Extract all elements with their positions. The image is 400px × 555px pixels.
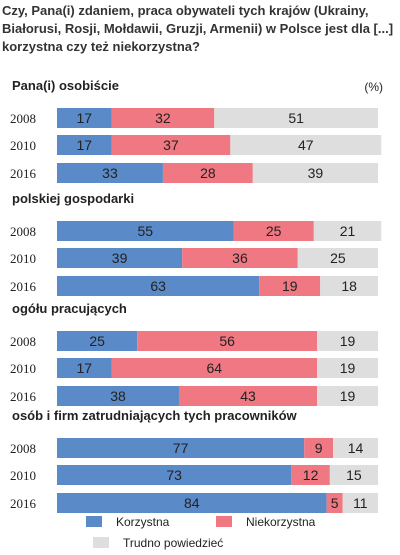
bar-segment-korzystna — [57, 331, 138, 351]
year-label: 2008 — [10, 224, 36, 239]
bar-value-label: 25 — [330, 250, 346, 266]
bar-value-label: 77 — [173, 440, 189, 456]
bar-segment-trudno — [313, 221, 382, 241]
legend-label-trudno: Trudno powiedzieć — [123, 536, 223, 550]
year-label: 2016 — [10, 279, 37, 294]
bar-segment-niekorzystna — [111, 108, 215, 128]
bar-segment-korzystna — [57, 221, 234, 241]
bar-segment-niekorzystna — [304, 438, 334, 458]
bar-segment-niekorzystna — [162, 163, 253, 183]
bar-value-label: 47 — [298, 137, 314, 153]
bar-value-label: 64 — [207, 360, 223, 376]
year-label: 2016 — [10, 496, 37, 511]
bar-segment-korzystna — [57, 358, 112, 378]
year-label: 2016 — [10, 166, 37, 181]
bar-value-label: 73 — [166, 467, 182, 483]
bar-segment-trudno — [320, 276, 378, 296]
bar-value-label: 43 — [240, 388, 256, 404]
bar-segment-trudno — [317, 358, 378, 378]
bar-value-label: 19 — [340, 360, 356, 376]
bar-segment-trudno — [230, 135, 382, 155]
year-label: 2010 — [10, 361, 36, 376]
bar-segment-niekorzystna — [326, 493, 343, 513]
bar-value-label: 12 — [303, 467, 319, 483]
bar-segment-korzystna — [57, 248, 183, 268]
bar-segment-korzystna — [57, 493, 327, 513]
bar-value-label: 63 — [150, 278, 166, 294]
legend-label-niekorzystna: Niekorzystna — [246, 515, 316, 529]
year-label: 2016 — [10, 389, 37, 404]
bar-segment-niekorzystna — [111, 358, 318, 378]
year-label: 2008 — [10, 334, 36, 349]
year-label: 2008 — [10, 441, 36, 456]
bar-value-label: 19 — [340, 388, 356, 404]
bar-segment-trudno — [317, 331, 378, 351]
bar-value-label: 17 — [76, 137, 92, 153]
bar-segment-niekorzystna — [291, 465, 330, 485]
year-label: 2010 — [10, 468, 36, 483]
bar-segment-korzystna — [57, 108, 112, 128]
bar-segment-niekorzystna — [137, 331, 318, 351]
bar-segment-niekorzystna — [259, 276, 321, 296]
bar-segment-korzystna — [57, 276, 260, 296]
bar-segment-niekorzystna — [178, 386, 318, 406]
bar-segment-niekorzystna — [182, 248, 298, 268]
bar-value-label: 14 — [348, 440, 364, 456]
bar-value-label: 37 — [163, 137, 179, 153]
bar-segment-trudno — [333, 438, 378, 458]
legend-swatch-trudno — [93, 537, 109, 548]
legend-swatch-niekorzystna — [216, 516, 232, 527]
bar-value-label: 19 — [282, 278, 298, 294]
bar-value-label: 56 — [219, 333, 235, 349]
bar-segment-korzystna — [57, 438, 305, 458]
bar-value-label: 84 — [184, 495, 200, 511]
bar-value-label: 38 — [110, 388, 126, 404]
bar-segment-korzystna — [57, 163, 163, 183]
bar-value-label: 51 — [288, 110, 304, 126]
legend-swatch-korzystna — [86, 516, 102, 527]
bar-value-label: 19 — [340, 333, 356, 349]
bar-value-label: 39 — [112, 250, 128, 266]
bar-value-label: 25 — [89, 333, 105, 349]
group-title: osób i firm zatrudniających tych pracown… — [12, 408, 298, 423]
bar-segment-korzystna — [57, 386, 179, 406]
bar-value-label: 39 — [308, 165, 324, 181]
bar-value-label: 32 — [155, 110, 171, 126]
bar-value-label: 17 — [76, 110, 92, 126]
bar-value-label: 9 — [315, 440, 323, 456]
bar-segment-trudno — [342, 493, 378, 513]
bar-value-label: 15 — [346, 467, 362, 483]
bar-value-label: 55 — [137, 223, 153, 239]
group-title: Pana(i) osobiście — [12, 78, 119, 93]
bar-value-label: 5 — [331, 495, 339, 511]
bar-segment-trudno — [214, 108, 378, 128]
legend-label-korzystna: Korzystna — [116, 515, 170, 529]
bar-segment-korzystna — [57, 135, 112, 155]
group-title: polskiej gospodarki — [12, 191, 134, 206]
bar-value-label: 25 — [266, 223, 282, 239]
bar-segment-trudno — [252, 163, 378, 183]
year-label: 2010 — [10, 251, 36, 266]
bar-segment-trudno — [317, 386, 378, 406]
bar-value-label: 21 — [340, 223, 356, 239]
year-label: 2010 — [10, 138, 36, 153]
bar-segment-niekorzystna — [233, 221, 314, 241]
unit-label: (%) — [364, 80, 383, 94]
group-title: ogółu pracujących — [12, 301, 127, 316]
bar-value-label: 18 — [341, 278, 357, 294]
bar-value-label: 36 — [232, 250, 248, 266]
bar-segment-niekorzystna — [111, 135, 231, 155]
bar-value-label: 33 — [102, 165, 118, 181]
year-label: 2008 — [10, 111, 36, 126]
bar-value-label: 28 — [200, 165, 216, 181]
bar-value-label: 11 — [353, 495, 368, 511]
chart-question: Czy, Pana(i) zdaniem, praca obywateli ty… — [2, 3, 394, 54]
bar-segment-trudno — [329, 465, 378, 485]
bar-segment-trudno — [297, 248, 378, 268]
bar-segment-korzystna — [57, 465, 292, 485]
bar-value-label: 17 — [76, 360, 92, 376]
